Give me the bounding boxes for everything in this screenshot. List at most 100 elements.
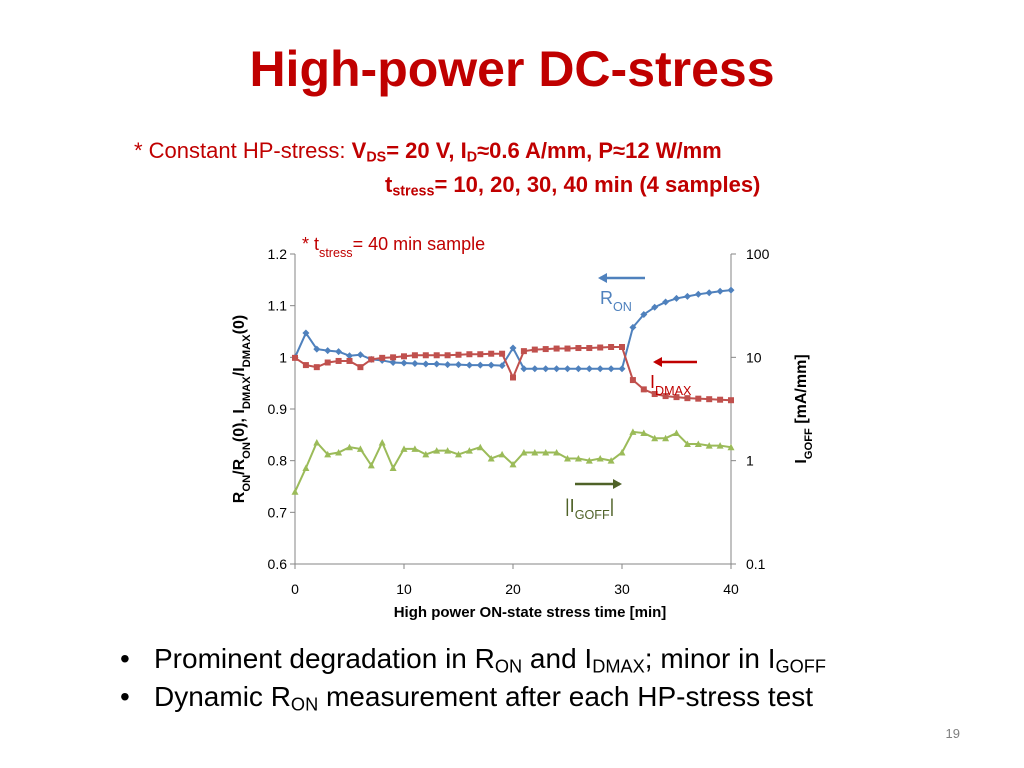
bullet-dot: • (120, 681, 130, 712)
data-point (356, 445, 364, 452)
label-text: I (650, 372, 655, 392)
label-text: [mA/mm] (793, 354, 810, 428)
data-point (401, 353, 407, 360)
data-point (662, 298, 670, 306)
x-tick-label: 20 (505, 581, 521, 597)
data-point (357, 364, 364, 371)
data-point (455, 361, 462, 369)
label-text: /I (231, 367, 248, 376)
data-point (531, 448, 539, 456)
y-right-tick-label: 100 (746, 246, 770, 262)
data-point (673, 429, 680, 437)
data-point (553, 365, 561, 373)
data-point (487, 361, 495, 369)
data-point (487, 454, 495, 462)
data-point (509, 344, 517, 352)
data-point (346, 357, 353, 364)
data-point (640, 386, 647, 393)
bullet-dot: • (120, 643, 130, 674)
data-point (619, 344, 625, 350)
data-point (444, 447, 452, 454)
label-text: /R (231, 458, 248, 474)
data-point (596, 365, 604, 373)
stress-condition-line-1: * Constant HP-stress: VDS= 20 V, ID≈0.6 … (134, 138, 722, 166)
data-point (302, 362, 309, 369)
data-point (728, 397, 734, 404)
data-point (291, 488, 299, 495)
data-point (705, 289, 713, 297)
label-text: = 40 min sample (353, 234, 486, 254)
data-point (564, 345, 571, 352)
data-point (683, 440, 691, 447)
data-point (586, 345, 593, 352)
data-point (607, 457, 615, 464)
data-point (313, 364, 320, 371)
data-point (465, 361, 473, 369)
y-left-tick-label: 0.8 (268, 453, 288, 469)
x-tick-label: 0 (291, 581, 299, 597)
data-point (422, 450, 430, 458)
data-point (356, 351, 364, 359)
bullet-text: Dynamic R (154, 681, 291, 712)
data-point (335, 348, 343, 356)
y-left-tick-label: 1 (279, 349, 287, 365)
y-axis-left-title: RON/RON(0), IDMAX/IDMAX(0) (231, 315, 253, 503)
data-point (597, 344, 604, 351)
bullet-subscript: ON (290, 694, 319, 715)
data-point (542, 346, 549, 353)
x-tick-label: 30 (614, 581, 630, 597)
data-point (575, 345, 582, 352)
data-point (662, 393, 669, 400)
data-point (477, 351, 484, 358)
data-point (640, 429, 648, 437)
ron-label: RON (600, 288, 632, 314)
data-point (683, 292, 691, 300)
data-point (705, 442, 713, 449)
y-right-tick-label: 1 (746, 453, 754, 469)
data-point (531, 365, 539, 373)
data-point (455, 351, 462, 358)
tstress-symbol: t (385, 172, 393, 197)
vds-subscript: DS (366, 149, 387, 166)
label-subscript: GOFF (803, 428, 815, 459)
data-point (651, 391, 658, 398)
data-point (324, 359, 331, 366)
data-point (640, 310, 648, 318)
bullet-item: • Prominent degradation in RON and IDMAX;… (120, 640, 826, 678)
data-point (629, 377, 636, 384)
data-point (389, 359, 397, 366)
data-point (520, 365, 528, 373)
label-subscript: DMAX (241, 334, 253, 367)
data-point (324, 450, 332, 458)
data-point (433, 352, 440, 359)
data-point (455, 450, 462, 458)
y-left-tick-label: 0.6 (268, 556, 288, 572)
data-point (706, 396, 713, 403)
data-point (400, 359, 408, 367)
id-power-value: ≈0.6 A/mm, P≈12 W/mm (477, 138, 722, 163)
data-point (585, 457, 593, 464)
data-point (509, 460, 517, 468)
stress-condition-line-2: tstress= 10, 20, 30, 40 min (4 samples) (385, 172, 760, 200)
data-point (684, 395, 691, 402)
y-right-tick-label: 0.1 (746, 556, 766, 572)
data-point (618, 448, 626, 456)
data-point (411, 352, 418, 359)
ron-arrow-head (598, 273, 607, 283)
y-left-tick-label: 0.9 (268, 401, 288, 417)
data-point (651, 434, 659, 442)
data-point (324, 347, 332, 355)
data-point (465, 447, 473, 454)
tstress-subscript: stress (392, 183, 435, 200)
bullet-text: Prominent degradation in R (154, 643, 495, 674)
label-subscript: stress (319, 246, 353, 260)
data-point (499, 350, 506, 357)
y-left-tick-label: 0.7 (268, 504, 288, 520)
slide-title: High-power DC-stress (249, 41, 775, 97)
data-point (574, 365, 582, 373)
data-point (673, 294, 680, 302)
data-point (433, 447, 441, 454)
data-point (510, 374, 516, 381)
y-left-tick-label: 1.1 (268, 298, 288, 314)
